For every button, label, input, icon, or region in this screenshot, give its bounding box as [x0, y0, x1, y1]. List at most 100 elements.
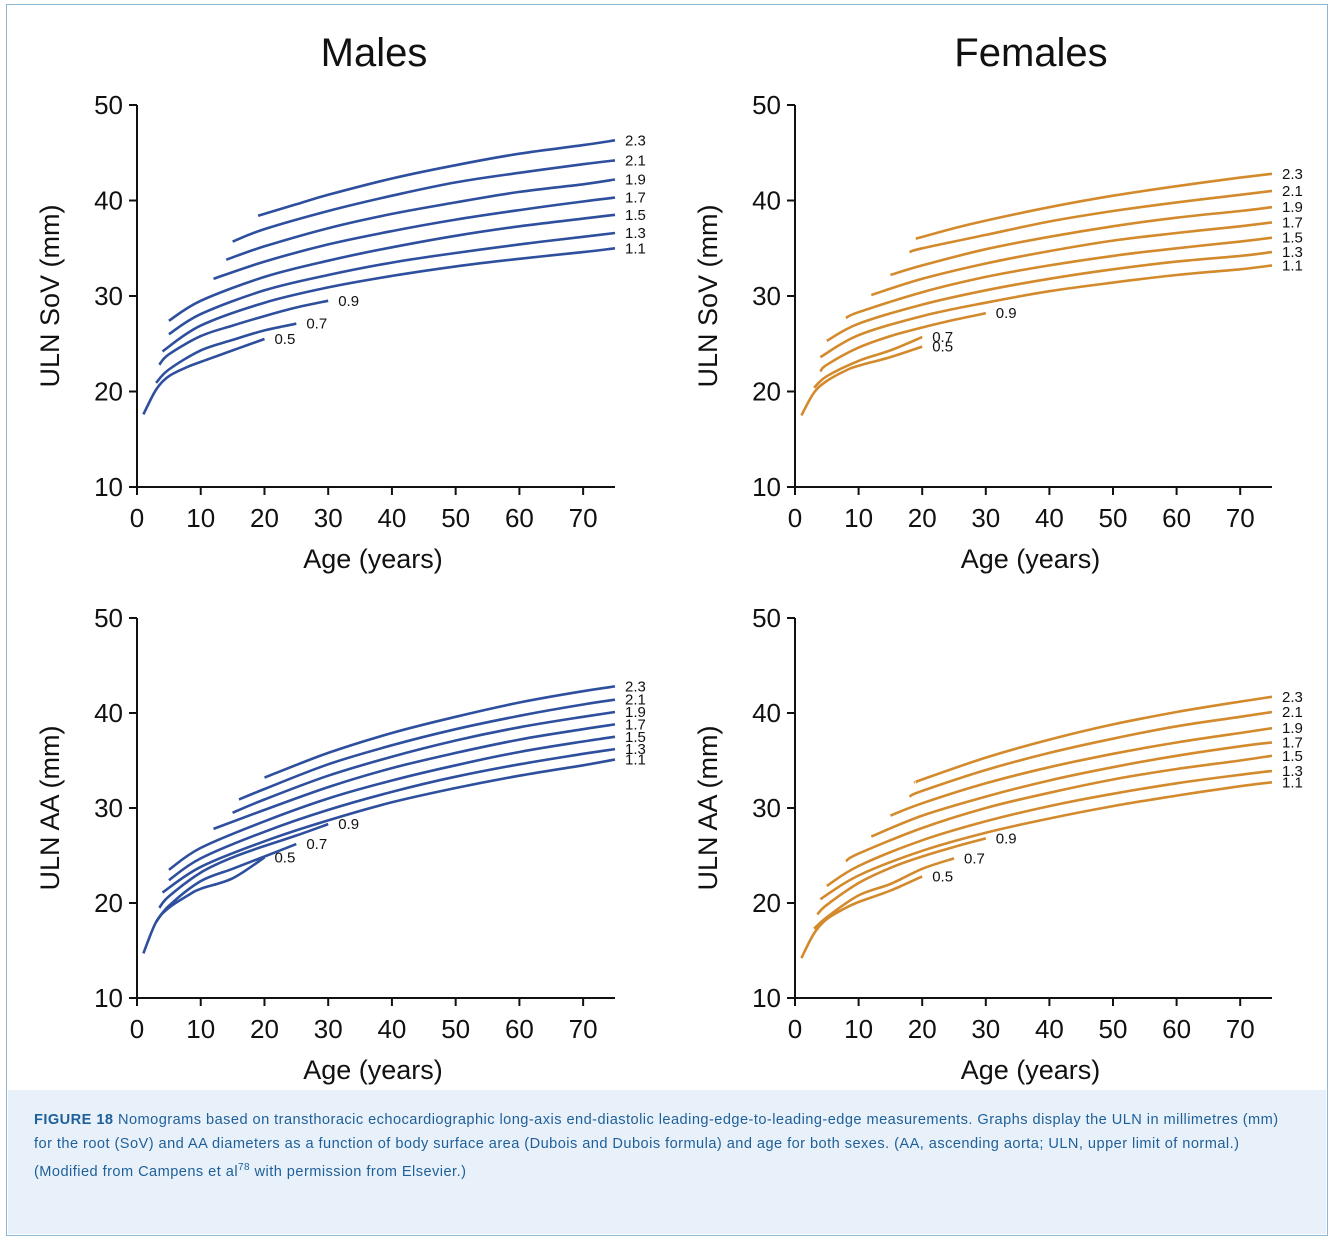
- curve-label-0-7: 0.7: [932, 329, 953, 346]
- curve-bsa-1-5: [845, 236, 1273, 320]
- y-tick-label: 10: [94, 983, 123, 1013]
- y-tick-label: 10: [94, 472, 123, 502]
- y-tick-label: 30: [752, 793, 781, 823]
- x-tick-label: 30: [971, 1014, 1000, 1044]
- x-tick-label: 50: [441, 1014, 470, 1044]
- curve-bsa-2-3: [257, 139, 616, 218]
- curve-label-0-5: 0.5: [932, 868, 953, 885]
- x-tick-label: 50: [1099, 1014, 1128, 1044]
- curve-label-1-7: 1.7: [1282, 214, 1303, 231]
- curve-bsa-1-3: [826, 250, 1273, 343]
- y-tick-label: 50: [752, 90, 781, 120]
- curve-label-1-5: 1.5: [625, 729, 646, 746]
- x-tick-label: 10: [186, 503, 215, 533]
- curve-bsa-2-1: [238, 698, 616, 801]
- y-tick-label: 10: [752, 472, 781, 502]
- curve-bsa-2-1: [909, 189, 1273, 254]
- x-tick-label: 40: [1035, 503, 1064, 533]
- curve-bsa-2-1: [908, 710, 1273, 798]
- x-tick-label: 20: [250, 1014, 279, 1044]
- x-tick-label: 60: [505, 503, 534, 533]
- curve-bsa-0-9: [819, 311, 987, 373]
- caption-text: FIGURE 18 Nomograms based on transthorac…: [34, 1108, 1300, 1184]
- curve-bsa-1-7: [213, 723, 616, 831]
- x-tick-label: 0: [788, 1014, 802, 1044]
- curve-label-1-3: 1.3: [625, 225, 646, 242]
- y-tick-label: 50: [94, 603, 123, 633]
- curve-bsa-1-7: [870, 741, 1273, 838]
- curve-label-2-3: 2.3: [1282, 689, 1303, 706]
- curve-bsa-1-1: [161, 758, 616, 894]
- curve-bsa-2-3: [264, 685, 616, 779]
- curve-bsa-0-9: [816, 837, 987, 916]
- curve-label-1-1: 1.1: [1282, 257, 1303, 274]
- x-axis-label: Age (years): [303, 1055, 443, 1085]
- curve-bsa-1-9: [232, 710, 616, 814]
- curve-label-1-1: 1.1: [625, 240, 646, 257]
- y-tick-label: 40: [94, 186, 123, 216]
- curve-bsa-1-3: [168, 747, 616, 882]
- curve-bsa-0-7: [813, 857, 955, 930]
- curve-bsa-1-5: [168, 213, 616, 322]
- y-tick-label: 30: [94, 793, 123, 823]
- curve-label-0-5: 0.5: [932, 339, 953, 356]
- curve-label-2-1: 2.1: [625, 692, 646, 709]
- x-axis-label: Age (years): [303, 544, 443, 574]
- curve-label-1-7: 1.7: [1282, 734, 1303, 751]
- x-tick-label: 60: [1162, 1014, 1191, 1044]
- x-tick-label: 10: [844, 1014, 873, 1044]
- curve-bsa-1-5: [168, 735, 616, 871]
- x-tick-label: 70: [1226, 503, 1255, 533]
- curve-bsa-0-5: [142, 856, 266, 954]
- curve-bsa-1-9: [225, 178, 616, 261]
- chart-title: Females: [954, 31, 1107, 75]
- curve-bsa-0-9: [158, 822, 329, 909]
- y-tick-label: 50: [94, 90, 123, 120]
- curve-label-1-5: 1.5: [1282, 230, 1303, 247]
- curve-label-0-9: 0.9: [338, 293, 359, 310]
- curve-label-1-5: 1.5: [625, 207, 646, 224]
- x-tick-label: 30: [314, 1014, 343, 1044]
- chart-title: Males: [321, 31, 428, 75]
- curve-label-2-1: 2.1: [1282, 183, 1303, 200]
- y-tick-label: 30: [94, 281, 123, 311]
- curve-label-0-9: 0.9: [996, 830, 1017, 847]
- x-tick-label: 60: [505, 1014, 534, 1044]
- curve-bsa-1-3: [826, 769, 1273, 888]
- curve-bsa-1-1: [819, 781, 1273, 901]
- curve-bsa-2-1: [232, 159, 616, 243]
- curve-bsa-0-7: [155, 322, 297, 384]
- curve-label-2-3: 2.3: [625, 132, 646, 149]
- curve-label-0-7: 0.7: [306, 836, 327, 853]
- x-tick-label: 10: [186, 1014, 215, 1044]
- x-tick-label: 20: [250, 503, 279, 533]
- curve-bsa-1-9: [889, 726, 1273, 817]
- y-axis-label: ULN AA (mm): [693, 725, 723, 890]
- figure-caption: FIGURE 18 Nomograms based on transthorac…: [8, 1090, 1326, 1234]
- figure-label: FIGURE 18: [34, 1112, 114, 1128]
- curve-label-1-1: 1.1: [625, 752, 646, 769]
- curve-label-1-5: 1.5: [1282, 748, 1303, 765]
- curve-label-2-3: 2.3: [625, 678, 646, 695]
- curve-label-1-7: 1.7: [625, 716, 646, 733]
- curve-bsa-1-7: [870, 221, 1273, 297]
- curve-bsa-1-5: [845, 754, 1273, 863]
- curve-label-0-9: 0.9: [996, 305, 1017, 322]
- curve-label-0-5: 0.5: [274, 331, 295, 348]
- y-axis-label: ULN SoV (mm): [693, 204, 723, 387]
- y-tick-label: 30: [752, 281, 781, 311]
- x-tick-label: 0: [130, 1014, 144, 1044]
- curve-label-1-3: 1.3: [1282, 763, 1303, 780]
- curve-label-1-3: 1.3: [1282, 244, 1303, 261]
- curve-label-1-9: 1.9: [1282, 720, 1303, 737]
- x-tick-label: 70: [1226, 1014, 1255, 1044]
- caption-body: Nomograms based on transthoracic echocar…: [34, 1112, 1279, 1180]
- curve-label-2-1: 2.1: [625, 152, 646, 169]
- curve-label-1-7: 1.7: [625, 190, 646, 207]
- y-tick-label: 40: [752, 698, 781, 728]
- y-tick-label: 40: [94, 698, 123, 728]
- curve-label-1-1: 1.1: [1282, 774, 1303, 791]
- x-tick-label: 10: [844, 503, 873, 533]
